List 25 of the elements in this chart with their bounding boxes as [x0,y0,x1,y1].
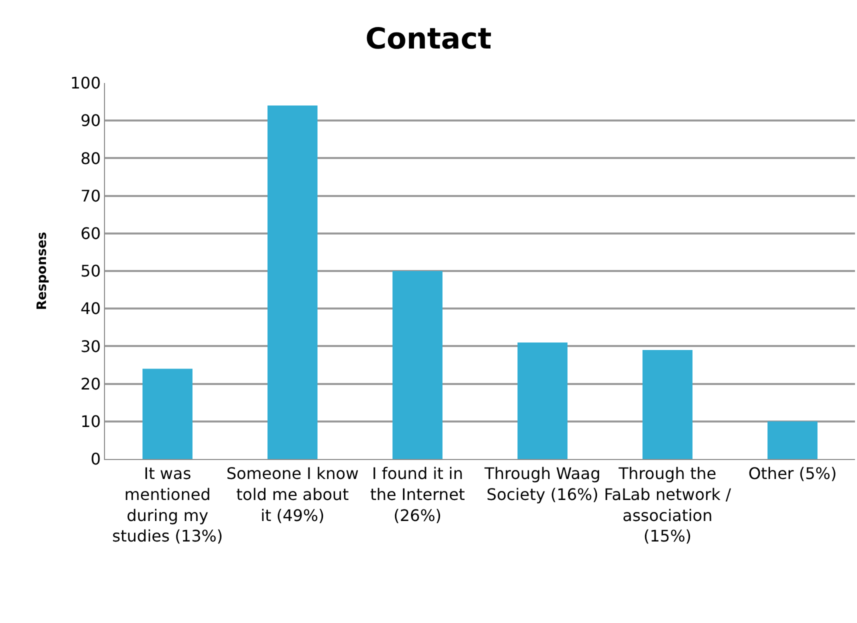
y-tick-label: 20 [80,374,101,394]
y-tick-label: 80 [80,148,101,168]
y-tick-label: 70 [80,186,101,206]
y-tick-label: 60 [80,224,101,243]
bar [142,368,192,459]
bar [392,271,442,459]
y-tick-label: 50 [80,262,101,281]
y-tick-label: 90 [80,111,101,130]
y-tick-label: 10 [80,412,101,431]
x-tick-label: Through the FaLab network / association (15%) [604,464,732,546]
x-tick-label: I found it in the Internet (26%) [370,464,465,525]
bar [642,350,692,459]
x-tick-label: Through Waag Society (16%) [483,464,601,504]
x-tick-label: It was mentioned during my studies (13%) [112,464,223,546]
bar [768,421,818,459]
chart-title: Contact [365,21,492,56]
bar [518,342,568,459]
bar [268,106,318,459]
y-tick-label: 100 [70,74,101,93]
y-tick-label: 30 [80,336,101,356]
y-axis-title: Responses [35,232,50,310]
x-tick-label: Other (5%) [748,464,837,484]
x-tick-label: Someone I know told me about it (49%) [226,464,359,525]
y-tick-label: 0 [90,450,101,469]
y-tick-label: 40 [80,299,101,318]
